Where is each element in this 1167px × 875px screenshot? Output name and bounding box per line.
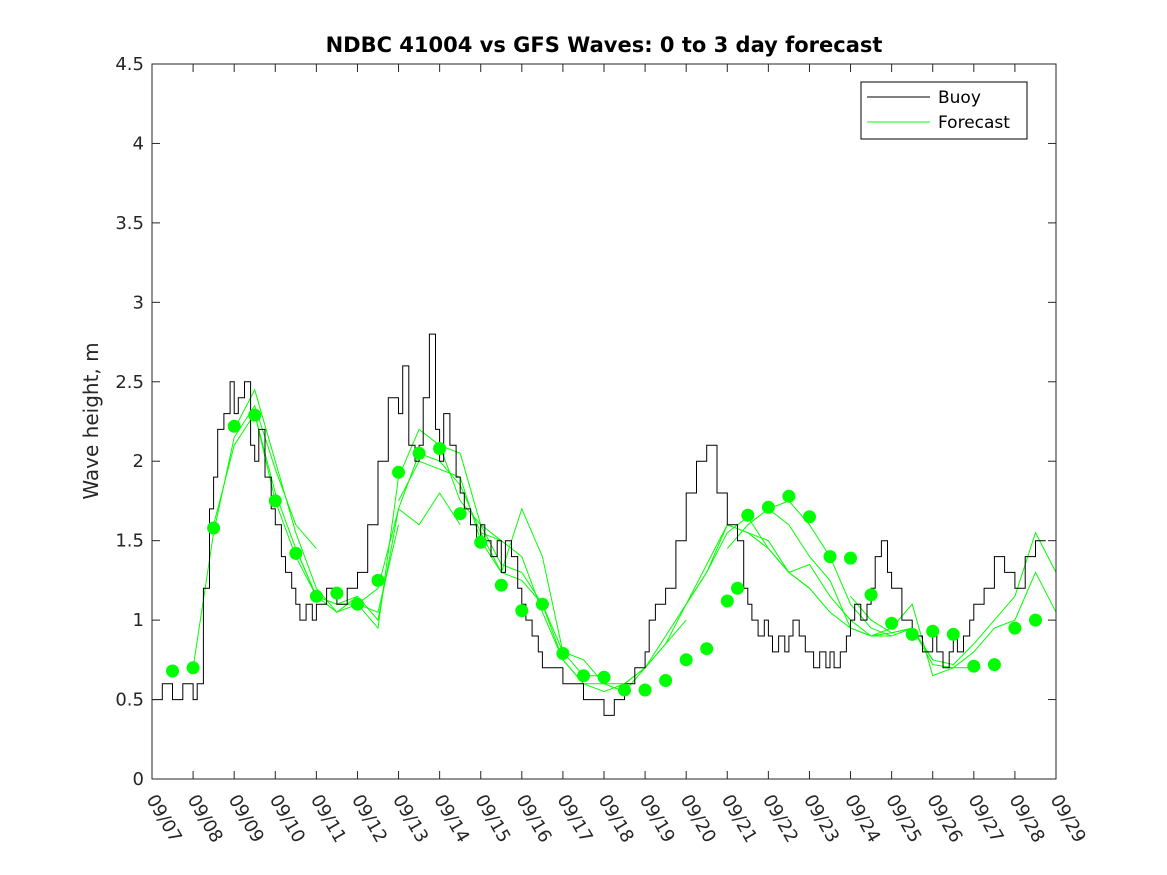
forecast-point [289,546,303,560]
x-tick-label: 09/15 [470,791,514,846]
y-tick-label: 0 [133,769,144,790]
forecast-line [850,571,1056,669]
forecast-point [330,586,344,600]
legend: Buoy Forecast [860,81,1028,140]
analysis-points-layer [166,408,1042,697]
x-tick-label: 09/24 [840,791,884,846]
forecast-point [474,535,488,549]
forecast-point [268,494,282,508]
forecast-point [227,419,241,433]
y-tick-label: 4 [133,133,144,154]
forecast-point [535,597,549,611]
forecast-point [905,627,919,641]
forecast-point [618,683,631,697]
forecast-point [761,500,775,514]
x-tick-label: 09/28 [1005,791,1049,846]
y-axis-label: Wave height, m [79,342,103,499]
forecast-point [967,659,981,673]
x-tick-label: 09/10 [265,791,309,846]
forecast-point [1029,613,1042,627]
forecast-point [823,550,837,564]
forecast-point [597,670,611,684]
forecast-line [254,413,461,622]
forecast-point [926,624,940,638]
x-tick-label: 09/27 [963,791,1007,846]
x-tick-label: 09/07 [142,791,186,846]
forecast-point [844,551,857,565]
x-tick-label: 09/22 [758,791,802,846]
forecast-point [659,674,673,687]
forecast-point [782,489,796,503]
x-tick-label: 09/25 [881,791,925,846]
x-tick-label: 09/16 [511,791,555,846]
y-tick-label: 1.5 [115,531,144,552]
forecast-point [248,408,262,422]
forecast-point [885,616,899,630]
y-tick-label: 2.5 [115,372,144,393]
forecast-point [720,594,734,608]
x-tick-label: 09/14 [429,791,473,846]
x-tick-label: 09/20 [676,791,720,846]
buoy-line [152,333,1046,716]
y-tick-label: 3 [133,292,144,313]
forecast-point [741,508,755,522]
x-tick-label: 09/09 [224,791,268,846]
x-tick-label: 09/18 [594,791,638,846]
y-tick-label: 0.5 [115,690,144,711]
forecast-point [731,581,744,595]
forecast-point [494,578,508,592]
x-tick-label: 09/29 [1046,791,1090,846]
forecast-point [638,683,652,697]
forecast-line [233,388,399,613]
forecast-point [351,597,364,611]
forecast-point [679,653,693,667]
y-tick-label: 1 [133,610,144,631]
chart-title: NDBC 41004 vs GFS Waves: 0 to 3 day fore… [326,33,883,57]
legend-box [860,81,1028,140]
x-tick-label: 09/13 [388,791,432,846]
forecast-point [371,573,385,587]
forecast-point [453,507,467,521]
y-tick-label: 4.5 [115,54,144,75]
y-tick-label: 3.5 [115,213,144,234]
forecast-point [309,589,323,603]
x-tick-label: 09/23 [799,791,843,846]
legend-buoy-label: Buoy [938,88,981,108]
forecast-point [577,669,590,683]
x-tick-label: 09/08 [183,791,227,846]
forecast-point [1008,621,1022,635]
y-tick-label: 2 [133,451,144,472]
forecast-point [803,510,816,524]
x-tick-label: 09/21 [717,791,761,846]
forecast-point [412,446,426,460]
x-tick-label: 09/19 [635,791,679,846]
forecast-point [186,661,200,675]
x-tick-label: 09/26 [922,791,966,846]
forecast-point [987,658,1001,672]
forecast-point [207,521,221,535]
x-tick-label: 09/11 [306,791,350,846]
forecast-point [700,642,714,656]
forecast-point [556,647,570,660]
forecast-point [515,604,529,618]
forecast-point [864,588,878,602]
forecast-point [166,664,179,678]
forecast-point [946,627,960,641]
x-tick-label: 09/17 [553,791,597,846]
forecast-point [433,442,447,455]
x-tick-label: 09/12 [347,791,391,846]
plot-area [152,64,1056,779]
forecast-point [392,465,405,479]
legend-forecast-label: Forecast [938,113,1010,133]
